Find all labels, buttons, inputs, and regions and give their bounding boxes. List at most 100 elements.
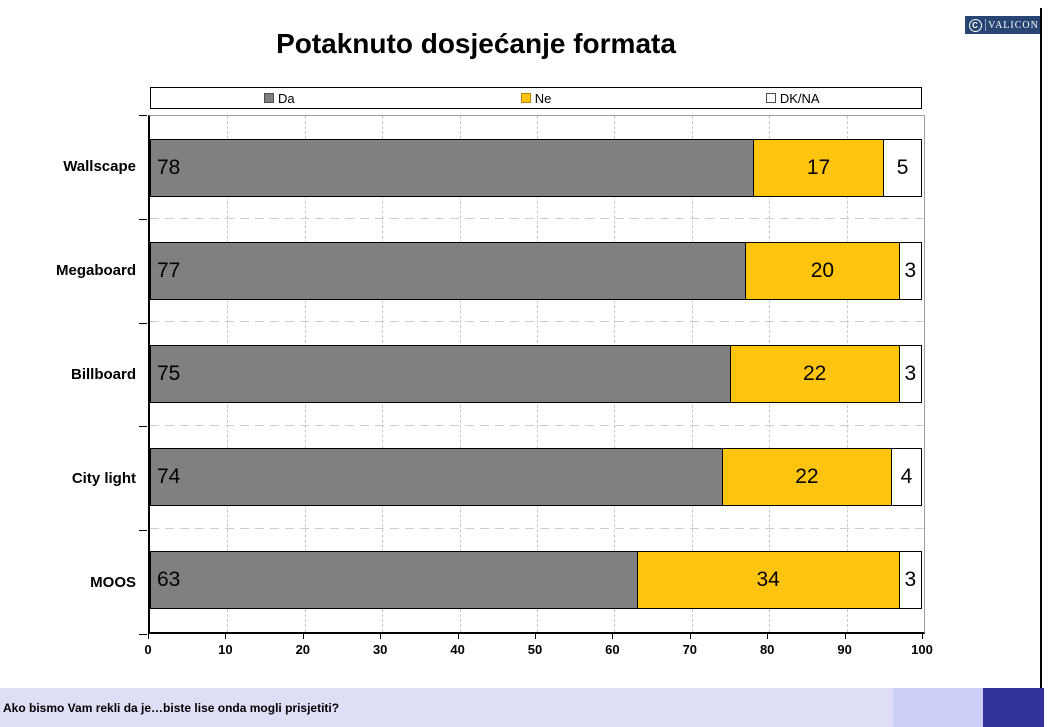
bar-value-label: 3: [904, 361, 917, 385]
bar-value-label: 34: [756, 568, 780, 592]
bar-value-label: 78: [157, 155, 181, 179]
bar-value-label: 3: [904, 258, 917, 282]
y-axis-tick: [139, 218, 147, 220]
legend-item-dk-na: DK/NA: [664, 91, 921, 106]
bar-segment-dk-na: 3: [898, 241, 922, 300]
x-axis-tick: [457, 634, 459, 639]
x-axis-labels: 0 10 20 30 40 50 60 70 80 90 100: [144, 642, 932, 658]
x-axis-tick-label: 100: [911, 642, 933, 657]
bar-value-label: 22: [795, 465, 819, 489]
chart-rows: 78 17 5 77 20 3 75 22 3 74 22 4 63 34 3: [150, 116, 924, 632]
category-label-megaboard: Megaboard: [55, 262, 136, 280]
x-axis-tick: [844, 634, 846, 639]
category-label-wallscape: Wallscape: [63, 158, 136, 176]
x-axis-tick: [148, 634, 149, 639]
x-axis-tick-label: 50: [527, 642, 543, 657]
bar-value-label: 4: [900, 465, 913, 489]
plot-area: 78 17 5 77 20 3 75 22 3 74 22 4 63 34 3: [148, 115, 925, 634]
y-axis-tick: [139, 322, 147, 324]
logo-divider: [985, 19, 986, 31]
x-axis-tick: [767, 634, 769, 639]
x-axis-ticks: [148, 634, 923, 639]
bar-segment-da: 78: [150, 138, 754, 197]
bar-segment-da: 77: [150, 241, 746, 300]
bar-value-label: 5: [896, 155, 909, 179]
slide-right-border-line: [1040, 8, 1042, 688]
x-axis-tick-label: 80: [759, 642, 775, 657]
x-axis-tick: [535, 634, 536, 639]
bar-value-label: 17: [806, 155, 831, 179]
bar-segment-dk-na: 4: [891, 448, 922, 507]
bar-value-label: 63: [157, 568, 181, 592]
bar-segment-ne: 22: [729, 344, 900, 403]
bar-segment-dk-na: 5: [883, 138, 922, 197]
y-axis-tick: [139, 426, 147, 428]
x-axis-tick: [302, 634, 304, 639]
category-label-moos: MOOS: [90, 573, 136, 591]
y-axis-ticks: [139, 115, 147, 635]
legend-swatch-dk-na: [765, 93, 776, 103]
valicon-logo: C VALICON: [965, 16, 1041, 34]
stacked-bar-moos: 63 34 3: [150, 551, 924, 610]
legend-item-ne: Ne: [408, 91, 665, 106]
category-labels: Wallscape Megaboard Billboard City light MOO…: [0, 115, 136, 634]
chart-row-megaboard: 77 20 3: [150, 219, 924, 322]
x-axis-tick-label: 90: [837, 642, 852, 657]
bar-value-label: 22: [802, 361, 827, 385]
stacked-bar-billboard: 75 22 3: [150, 344, 924, 403]
y-axis-tick: [139, 634, 147, 635]
x-axis-tick: [612, 634, 614, 639]
legend-swatch-da: [264, 93, 275, 103]
valicon-monogram-icon: C: [965, 18, 985, 32]
bar-value-label: 74: [157, 465, 181, 489]
stacked-bar-city-light: 74 22 4: [150, 448, 924, 507]
chart-row-billboard: 75 22 3: [150, 322, 924, 425]
x-axis-tick-label: 0: [144, 642, 152, 657]
x-axis-tick: [922, 634, 923, 639]
page-title: Potaknuto dosjećanje formata: [276, 28, 676, 59]
bar-segment-ne: 17: [752, 138, 885, 197]
bar-value-label: 3: [904, 568, 917, 592]
chart-legend: Da Ne DK/NA: [150, 87, 922, 109]
category-label-billboard: Billboard: [70, 365, 136, 383]
footer-question-bar: Ako bismo Vam rekli da je…biste lise ond…: [0, 688, 893, 727]
x-axis-tick-label: 30: [372, 642, 388, 657]
footer-accent-block-light: [893, 688, 983, 727]
footer-accent-block-dark: [983, 688, 1044, 727]
category-label-city-light: City light: [71, 469, 136, 487]
footer-question-text: Ako bismo Vam rekli da je…biste lise ond…: [3, 700, 340, 715]
bar-value-label: 77: [157, 258, 181, 282]
bar-segment-da: 63: [150, 551, 638, 610]
x-axis-tick: [380, 634, 382, 639]
x-axis-tick: [689, 634, 691, 639]
bar-segment-dk-na: 3: [898, 344, 922, 403]
bar-segment-ne: 20: [744, 241, 900, 300]
bar-segment-da: 74: [150, 448, 723, 507]
chart-row-moos: 63 34 3: [150, 529, 924, 632]
y-axis-tick: [139, 115, 147, 116]
legend-label: Da: [278, 90, 295, 106]
bar-segment-ne: 22: [721, 448, 893, 507]
chart-row-wallscape: 78 17 5: [150, 116, 924, 219]
x-axis-tick-label: 40: [450, 642, 465, 657]
legend-swatch-ne: [520, 93, 531, 103]
stacked-bar-wallscape: 78 17 5: [150, 138, 924, 197]
y-axis-tick: [139, 530, 147, 532]
x-axis-tick-label: 20: [295, 642, 311, 657]
chart-row-city-light: 74 22 4: [150, 426, 924, 529]
x-axis-tick-label: 10: [218, 642, 233, 657]
legend-item-da: Da: [151, 91, 408, 106]
x-axis-tick-label: 60: [605, 642, 620, 657]
bar-value-label: 20: [810, 258, 835, 282]
x-axis-tick-label: 70: [682, 642, 698, 657]
bar-segment-da: 75: [150, 344, 731, 403]
bar-segment-ne: 34: [636, 551, 900, 610]
bar-segment-dk-na: 3: [898, 551, 922, 610]
logo-brand-text: VALICON: [988, 19, 1039, 31]
stacked-bar-megaboard: 77 20 3: [150, 241, 924, 300]
bar-value-label: 75: [157, 361, 181, 385]
legend-label: Ne: [534, 90, 552, 106]
legend-label: DK/NA: [779, 90, 820, 106]
x-axis-tick: [225, 634, 227, 639]
